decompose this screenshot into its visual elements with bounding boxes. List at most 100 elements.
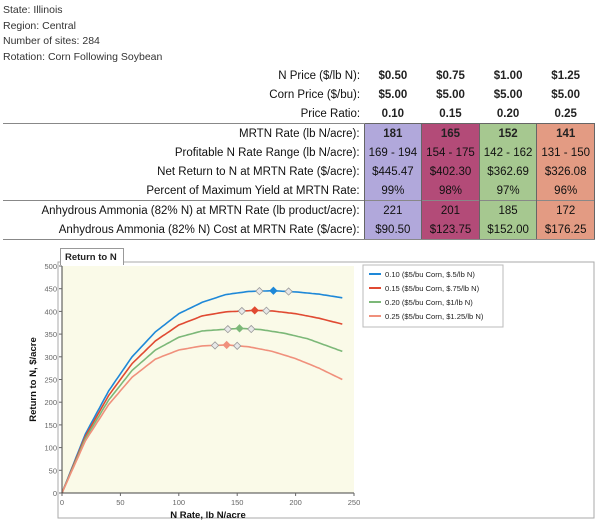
cell: $176.25 <box>536 220 595 240</box>
cell: $5.00 <box>551 88 581 101</box>
table-row-corn-price: Corn Price ($/bu): $5.00 $5.00 $5.00 $5.… <box>3 85 595 104</box>
x-axis-label: N Rate, lb N/acre <box>170 510 246 521</box>
row-label: Net Return to N at MRTN Rate ($/acre): <box>157 165 360 178</box>
site-info: State: Illinois Region: Central Number o… <box>3 3 162 65</box>
cell: $1.00 <box>493 69 523 82</box>
return-to-n-chart: 0 50 100 150 200 250 300 350 400 450 500 0 50 100 150 2… <box>28 261 595 521</box>
chart-area: Return to N 0 50 100 150 200 250 300 350 400 450 5… <box>0 246 600 524</box>
table-row-net-return: Net Return to N at MRTN Rate ($/acre): $… <box>3 162 595 181</box>
cell: $326.08 <box>536 162 595 181</box>
mrtn-table: N Price ($/lb N): $0.50 $0.75 $1.00 $1.2… <box>3 66 595 240</box>
row-label: N Price ($/lb N): <box>278 69 361 82</box>
cell: 0.15 <box>439 107 462 120</box>
row-label: Percent of Maximum Yield at MRTN Rate: <box>146 184 360 197</box>
series-line-4 <box>61 344 343 494</box>
cell: $90.50 <box>363 220 423 240</box>
cell: 0.10 <box>381 107 405 120</box>
cell: $0.50 <box>378 69 408 82</box>
range-marker-3 <box>247 324 256 334</box>
y-tick-label: 500 <box>44 262 57 271</box>
range-marker-4 <box>210 341 220 350</box>
cell: 185 <box>478 200 538 220</box>
row-label: Anhydrous Ammonia (82% N) at MRTN Rate (… <box>3 200 365 220</box>
cell: 0.20 <box>496 107 520 120</box>
row-label: MRTN Rate (lb N/acre): <box>3 123 365 143</box>
range-marker-1 <box>255 286 264 296</box>
legend-label-3: 0.20 ($5/bu Corn, $1/lb N) <box>385 298 473 307</box>
x-tick-label: 100 <box>173 498 186 507</box>
cell: 131 - 150 <box>536 143 595 162</box>
y-tick-label: 0 <box>53 489 57 498</box>
rotation-text: Rotation: Corn Following Soybean <box>3 50 163 63</box>
table-row-anhydrous-cost: Anhydrous Ammonia (82% N) Cost at MRTN R… <box>3 220 595 240</box>
table-row-price-ratio: Price Ratio: 0.10 0.15 0.20 0.25 <box>3 104 595 124</box>
cell: 154 - 175 <box>421 143 480 162</box>
cell: $5.00 <box>378 88 408 101</box>
cell: 172 <box>536 200 595 220</box>
y-tick-label: 50 <box>49 466 57 475</box>
range-marker-1 <box>284 287 293 296</box>
mrtn-marker-4 <box>222 340 231 350</box>
legend-label-1: 0.10 ($5/bu Corn, $.5/lb N) <box>385 270 475 279</box>
range-marker-4 <box>233 341 242 350</box>
mrtn-marker-3 <box>235 324 244 333</box>
table-row-percent-max-yield: Percent of Maximum Yield at MRTN Rate: 9… <box>3 181 595 201</box>
series-line-1 <box>61 290 343 494</box>
cell: $5.00 <box>493 88 523 101</box>
state-text: State: Illinois <box>3 4 63 16</box>
cell: $362.69 <box>478 162 538 181</box>
cell: 141 <box>536 123 595 143</box>
cell: $123.75 <box>421 220 480 240</box>
range-marker-2 <box>262 306 271 315</box>
cell: 0.25 <box>554 107 577 120</box>
y-tick-label: 400 <box>44 307 57 316</box>
tab-return-to-n[interactable]: Return to N <box>60 248 124 265</box>
cell: $152.00 <box>478 220 538 240</box>
cell: $402.30 <box>421 162 480 181</box>
x-tick-label: 200 <box>289 498 302 507</box>
plot-area <box>62 266 354 493</box>
series-line-2 <box>61 309 343 494</box>
mrtn-marker-2 <box>250 306 259 315</box>
cell: 169 - 194 <box>363 143 423 162</box>
table-row-profitable-range: Profitable N Rate Range (lb N/acre): 169… <box>3 143 595 162</box>
x-tick-label: 250 <box>348 498 361 507</box>
x-tick-label: 50 <box>116 498 124 507</box>
table-row-anhydrous-rate: Anhydrous Ammonia (82% N) at MRTN Rate (… <box>3 200 595 220</box>
row-label: Price Ratio: <box>300 107 361 120</box>
cell: 221 <box>363 200 423 220</box>
y-tick-label: 450 <box>44 285 57 294</box>
cell: 99% <box>363 181 423 201</box>
y-axis-label: Return to N, $/acre <box>28 337 39 421</box>
x-tick-label: 150 <box>231 498 244 507</box>
legend-label-4: 0.25 ($5/bu Corn, $1.25/lb N) <box>385 312 484 321</box>
x-tick-label: 0 <box>60 498 64 507</box>
cell: $445.47 <box>363 162 423 181</box>
legend: 0.10 ($5/bu Corn, $.5/lb N) 0.15 ($5/bu C… <box>362 264 504 328</box>
cell: 97% <box>478 181 538 201</box>
legend-label-2: 0.15 ($5/bu Corn, $.75/lb N) <box>385 284 480 293</box>
series-layer <box>61 286 343 494</box>
cell: $1.25 <box>551 69 581 82</box>
cell: 152 <box>478 123 538 143</box>
row-label: Anhydrous Ammonia (82% N) Cost at MRTN R… <box>3 220 365 240</box>
y-tick-label: 100 <box>44 444 57 453</box>
region-text: Region: Central <box>3 19 76 32</box>
cell: $5.00 <box>436 88 465 101</box>
y-tick-label: 200 <box>44 398 57 407</box>
cell: 181 <box>363 123 423 143</box>
table-row-n-price: N Price ($/lb N): $0.50 $0.75 $1.00 $1.2… <box>3 66 595 85</box>
axes-layer: 0 50 100 150 200 250 300 350 400 450 500 0 50 100 150 2… <box>28 262 360 521</box>
mrtn-marker-1 <box>269 286 278 295</box>
sites-text: Number of sites: 284 <box>3 35 100 47</box>
row-label: Corn Price ($/bu): <box>269 88 361 101</box>
cell: $0.75 <box>436 69 465 82</box>
y-tick-label: 300 <box>44 353 57 362</box>
table-row-mrtn-rate: MRTN Rate (lb N/acre): 181 165 152 141 <box>3 123 595 143</box>
cell: 96% <box>536 181 595 201</box>
y-tick-label: 350 <box>44 330 57 339</box>
cell: 142 - 162 <box>478 143 538 162</box>
series-line-3 <box>61 327 343 494</box>
cell: 201 <box>421 200 480 220</box>
legend-box <box>362 264 504 328</box>
